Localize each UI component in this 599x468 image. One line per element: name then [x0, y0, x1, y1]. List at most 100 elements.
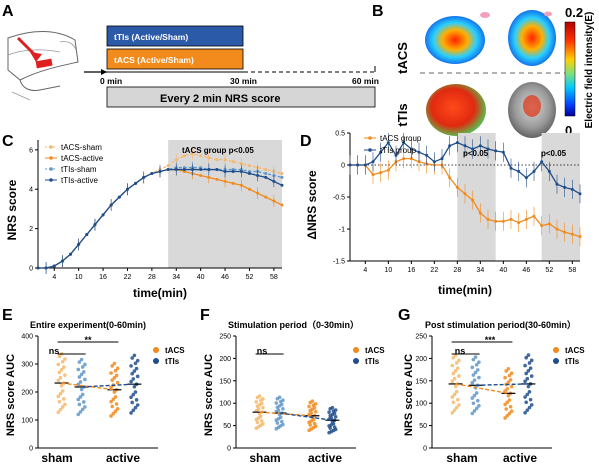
data-point [455, 185, 459, 189]
subject-point [451, 371, 456, 376]
y-tick-label: 300 [21, 362, 33, 369]
data-point [215, 168, 219, 172]
y-tick-label: 150 [219, 378, 231, 385]
x-tick-label: 58 [270, 274, 278, 281]
subject-point [76, 397, 81, 402]
data-point [425, 153, 429, 157]
subject-point [281, 406, 285, 411]
subject-point [474, 406, 479, 411]
data-point [264, 195, 268, 199]
x-tick-label: 40 [499, 267, 507, 274]
subject-point [78, 410, 83, 414]
subject-point [474, 362, 479, 367]
subject-point [474, 391, 479, 395]
subject-point [281, 422, 285, 427]
electrode-marker-2 [544, 11, 552, 17]
brain-tacs-top [508, 10, 556, 66]
subject-point [456, 397, 460, 402]
panel-g-label: G [398, 307, 410, 324]
y-tick-label: 200 [21, 390, 33, 397]
subject-point [132, 369, 137, 373]
subject-point [529, 403, 534, 407]
subject-point [313, 402, 318, 406]
data-point [563, 230, 567, 234]
nrs-box-label: Every 2 min NRS score [160, 93, 280, 105]
subject-point [83, 405, 87, 409]
subject-point [109, 385, 113, 390]
x-tick-label: 52 [545, 267, 553, 274]
f-ylabel: NRS score AUC [203, 354, 215, 436]
subject-point [56, 362, 61, 367]
data-point [101, 213, 105, 217]
data-point [207, 168, 211, 172]
data-point [166, 164, 170, 168]
e-legend-1: tTIs [165, 357, 180, 366]
d-legend-1: tTIs group [380, 146, 417, 155]
g-legend-1: tTIs [565, 357, 580, 366]
trend-line [475, 383, 529, 386]
subject-point [526, 384, 531, 389]
subject-point [58, 391, 63, 396]
trend-line [279, 412, 333, 421]
subject-point [452, 408, 457, 412]
d-legend-0: tACS group [380, 134, 422, 143]
subject-point [129, 411, 133, 415]
legend-marker [49, 167, 53, 171]
subject-point [133, 405, 138, 410]
subject-point [82, 370, 86, 374]
data-point [509, 166, 513, 170]
data-point [517, 169, 521, 173]
data-point [379, 171, 383, 175]
e-sig-0: ns [49, 346, 60, 356]
subject-point [261, 405, 265, 410]
subject-point [135, 374, 140, 379]
subject-point [79, 372, 84, 377]
arm-illustration [7, 31, 79, 101]
f-xcat-active: active [308, 451, 342, 465]
panel-f-label: F [200, 307, 210, 324]
legend-dot-tacs [153, 347, 159, 353]
subject-point [78, 380, 83, 384]
subject-point [135, 358, 140, 363]
data-point [486, 147, 490, 151]
data-point [509, 217, 513, 221]
subject-point [507, 373, 512, 378]
subject-point [473, 370, 478, 375]
ttis-bar [106, 25, 244, 47]
trend-line [455, 383, 509, 395]
subject-point [476, 398, 480, 403]
subject-point [450, 395, 455, 399]
data-point [517, 221, 521, 225]
f-legend-1: tTIs [365, 357, 380, 366]
data-point [494, 149, 498, 153]
subject-point [332, 411, 337, 416]
data-point [570, 187, 574, 191]
subject-point [309, 411, 314, 415]
subject-point [471, 401, 476, 406]
subject-point [57, 399, 62, 404]
data-point [166, 168, 170, 172]
subject-point [129, 364, 133, 368]
subject-point [261, 397, 265, 401]
subject-point [529, 374, 534, 378]
panel-b: B tACS tTIs 0.2 0 Electric field intensi… [372, 3, 595, 138]
subject-point [57, 354, 62, 359]
subject-point [111, 397, 116, 402]
subject-point [503, 416, 507, 420]
subject-point [333, 408, 338, 412]
data-point [272, 199, 276, 203]
data-point [182, 154, 186, 158]
c-ylabel: NRS score [5, 179, 19, 240]
data-point [199, 173, 203, 177]
data-point [432, 160, 436, 164]
subject-point [76, 412, 81, 417]
data-point [379, 150, 383, 154]
data-point [540, 224, 544, 228]
subject-point [312, 406, 317, 410]
subject-point [59, 383, 64, 388]
data-point [199, 168, 203, 172]
g-sig-1: *** [485, 335, 496, 345]
subject-point [78, 395, 83, 399]
data-point [524, 176, 528, 180]
data-point [363, 163, 367, 167]
